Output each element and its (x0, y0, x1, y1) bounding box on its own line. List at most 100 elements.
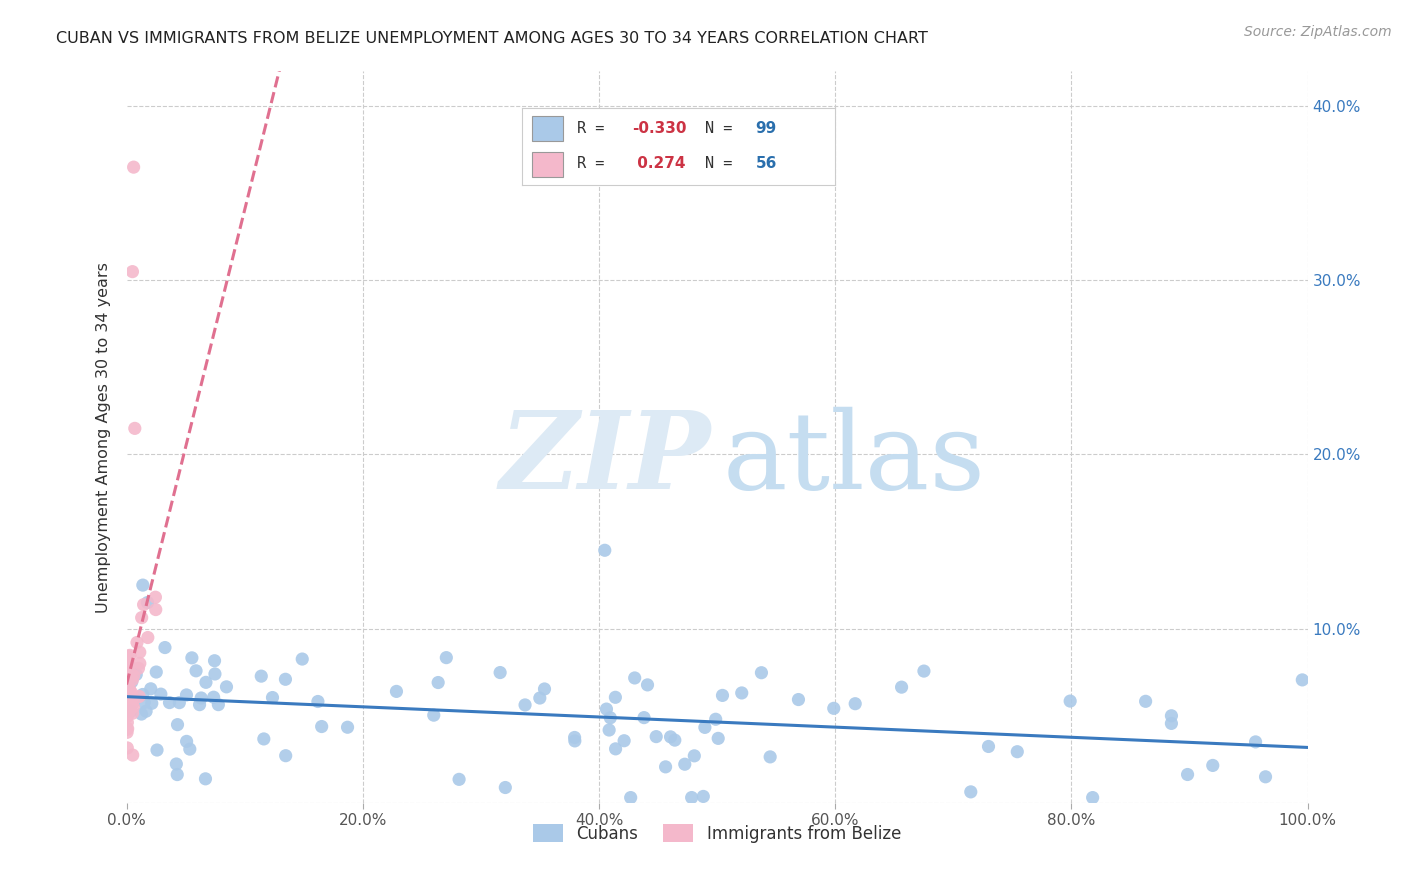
Point (115, 696, 138, 710)
Point (194, 772, 217, 786)
Point (613, 733, 636, 747)
Point (202, 690, 225, 705)
Point (121, 706, 143, 721)
Point (121, 265, 143, 279)
Point (117, 684, 139, 698)
Point (117, 649, 139, 664)
Point (623, 671, 645, 685)
Point (188, 698, 211, 712)
Point (117, 658, 139, 673)
Point (1160, 708, 1182, 723)
Point (179, 742, 201, 756)
Point (204, 654, 226, 668)
Point (654, 760, 676, 774)
Point (599, 711, 621, 725)
Point (128, 657, 150, 671)
Point (1160, 716, 1182, 731)
Point (307, 694, 329, 708)
Point (595, 702, 617, 716)
Point (711, 689, 734, 703)
Point (121, 673, 143, 687)
Point (1244, 735, 1267, 749)
Point (117, 677, 139, 691)
Point (132, 578, 155, 592)
Point (149, 687, 172, 701)
Point (169, 696, 191, 710)
Point (250, 669, 273, 683)
Point (115, 709, 138, 723)
Point (118, 701, 141, 715)
Point (134, 696, 156, 710)
Point (128, 690, 150, 704)
Point (115, 683, 138, 698)
Point (117, 715, 139, 730)
Point (121, 748, 143, 763)
Point (449, 772, 471, 787)
Point (127, 661, 149, 675)
Point (117, 722, 139, 736)
Point (176, 734, 198, 748)
Point (166, 717, 188, 731)
Point (118, 681, 141, 696)
Point (598, 723, 620, 737)
Point (118, 665, 141, 679)
Point (693, 720, 716, 734)
Point (434, 650, 457, 665)
Point (605, 742, 627, 756)
Point (122, 160, 145, 174)
Point (336, 720, 359, 734)
Point (633, 711, 655, 725)
Point (120, 704, 142, 718)
Point (121, 686, 143, 700)
Point (153, 640, 176, 655)
Point (128, 645, 150, 659)
Y-axis label: Unemployment Among Ages 30 to 34 years: Unemployment Among Ages 30 to 34 years (96, 261, 111, 613)
Point (120, 696, 142, 710)
Text: Source: ZipAtlas.com: Source: ZipAtlas.com (1244, 25, 1392, 39)
Point (1254, 770, 1277, 784)
Point (274, 673, 297, 687)
Point (184, 664, 207, 678)
Text: atlas: atlas (723, 407, 986, 512)
Point (118, 684, 141, 698)
Point (1177, 767, 1199, 781)
Point (1202, 758, 1225, 772)
Point (118, 704, 141, 718)
Point (115, 655, 138, 669)
Point (117, 706, 139, 720)
Point (122, 669, 145, 683)
Point (605, 690, 627, 705)
Point (136, 631, 159, 645)
Point (1007, 745, 1029, 759)
Point (176, 688, 198, 702)
Point (513, 698, 536, 712)
Point (787, 692, 810, 706)
Point (117, 660, 139, 674)
Point (204, 667, 226, 681)
Point (890, 680, 912, 694)
Point (673, 757, 696, 772)
Point (683, 748, 706, 763)
Point (118, 648, 141, 663)
Point (731, 686, 754, 700)
Point (751, 665, 773, 680)
Point (139, 681, 162, 696)
Point (146, 743, 169, 757)
Point (121, 690, 143, 705)
Point (620, 790, 643, 805)
Point (564, 731, 586, 745)
Point (1291, 673, 1313, 687)
Point (190, 691, 212, 706)
Point (823, 701, 845, 715)
Point (207, 698, 229, 712)
Point (115, 662, 138, 676)
Point (117, 694, 139, 708)
Point (637, 678, 659, 692)
Point (180, 651, 202, 665)
Point (311, 720, 333, 734)
Point (262, 690, 284, 705)
Point (844, 697, 866, 711)
Point (159, 696, 181, 710)
Text: CUBAN VS IMMIGRANTS FROM BELIZE UNEMPLOYMENT AMONG AGES 30 TO 34 YEARS CORRELATI: CUBAN VS IMMIGRANTS FROM BELIZE UNEMPLOY… (56, 31, 928, 46)
Point (664, 733, 686, 747)
